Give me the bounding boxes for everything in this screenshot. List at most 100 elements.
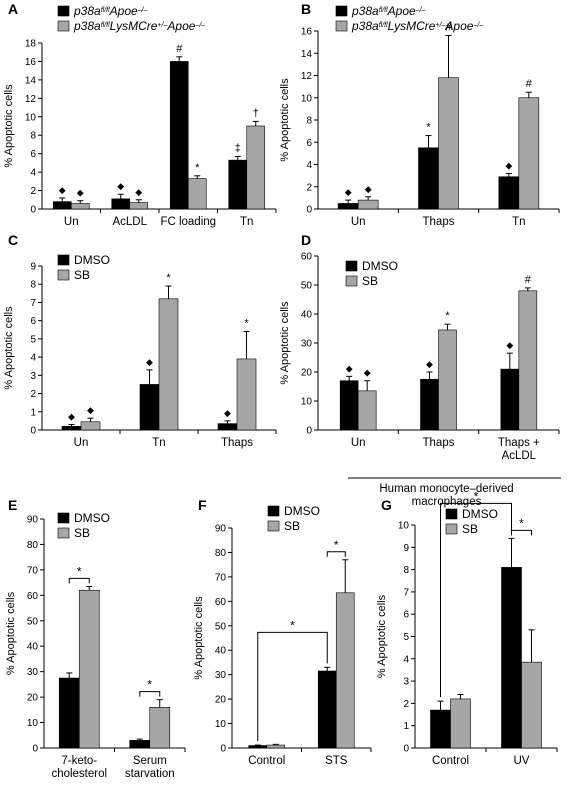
legend-label-1: p38afl/flLysMCre+/–Apoe–/– <box>351 19 483 33</box>
legend-swatch-1 <box>267 520 280 532</box>
y-tick-label: 3 <box>30 371 36 382</box>
significance-mark: ◆ <box>87 405 94 415</box>
legend-text-part: Apoe <box>444 19 473 33</box>
legend-swatch-1 <box>57 269 70 281</box>
bar <box>266 744 286 749</box>
x-tick-label: Thaps <box>221 437 253 449</box>
bar <box>500 368 520 431</box>
bar <box>420 378 439 431</box>
significance-mark: # <box>176 43 183 55</box>
legend-swatch-1 <box>57 527 70 539</box>
bar <box>357 390 377 431</box>
y-tick-label: 70 <box>27 565 39 576</box>
significance-mark: ◆ <box>345 187 352 197</box>
y-axis-label: % Apoptotic cells <box>279 301 291 385</box>
panel-C: C 0 1 2 3 4 5 6 7 8 9 % Apoptotic cells Un Tn Thaps ◆ ◆ ◆… <box>3 232 277 449</box>
y-tick-label: 2 <box>306 182 312 193</box>
legend-text-part: –/– <box>472 22 483 29</box>
legend-label-1: SB <box>462 522 478 536</box>
bar <box>498 176 520 210</box>
y-tick-label: 60 <box>27 591 39 602</box>
y-axis-label: % Apoptotic cells <box>3 84 15 168</box>
legend-swatch-0 <box>57 254 70 266</box>
bar <box>70 203 90 210</box>
legend-label-1: SB <box>284 519 300 533</box>
legend-swatch-0 <box>345 260 358 272</box>
legend-swatch-1 <box>445 523 458 535</box>
y-tick-label: 50 <box>301 281 313 292</box>
bar <box>438 329 457 431</box>
legend-label-0: DMSO <box>362 259 398 273</box>
significance-mark: ◆ <box>426 359 433 369</box>
footnote-text: Human monocyte–derived <box>379 483 513 495</box>
bar <box>430 709 451 749</box>
significance-mark: ◆ <box>68 412 75 422</box>
bar <box>228 159 248 210</box>
y-tick-label: 8 <box>403 565 409 576</box>
legend-label-0: p38afl/flApoe–/– <box>73 4 148 18</box>
legend-swatch-1 <box>57 20 70 32</box>
y-tick-label: 10 <box>215 719 227 730</box>
legend-label-0: DMSO <box>74 253 110 267</box>
significance-mark: * <box>77 564 82 578</box>
x-tick-label: Thaps + <box>498 437 540 449</box>
bar <box>187 178 207 210</box>
bar <box>337 203 359 210</box>
bar <box>78 589 100 749</box>
legend-swatch-0 <box>57 5 70 17</box>
y-tick-label: 60 <box>215 597 227 608</box>
bar <box>438 77 459 210</box>
x-tick-label: UV <box>514 755 530 767</box>
significance-mark: ◆ <box>59 185 66 195</box>
y-tick-label: 70 <box>215 572 227 583</box>
bar <box>450 698 471 749</box>
y-tick-label: 10 <box>25 112 37 123</box>
significance-mark: ◆ <box>346 363 353 373</box>
y-tick-label: 10 <box>301 397 313 408</box>
y-tick-label: 2 <box>403 699 409 710</box>
legend-text-part: –/– <box>194 22 205 29</box>
bar <box>518 97 540 210</box>
significance-mark: ◆ <box>146 357 153 367</box>
y-tick-label: 80 <box>215 548 227 559</box>
bar <box>58 677 80 749</box>
y-tick-label: 20 <box>301 368 313 379</box>
significance-mark: * <box>166 272 171 284</box>
y-tick-label: 6 <box>30 316 36 327</box>
y-tick-label: 0 <box>220 744 226 755</box>
y-tick-label: 10 <box>27 718 39 729</box>
significance-mark: * <box>195 162 200 174</box>
panel-label: B <box>301 1 311 17</box>
panel-G: G 0 1 2 3 4 5 6 7 8 9 10 % Apoptotic cells Control UV *… <box>376 489 558 767</box>
legend-label-1: p38afl/flLysMCre+/–Apoe–/– <box>73 19 205 33</box>
bar <box>339 380 359 431</box>
y-tick-label: 3 <box>403 677 409 688</box>
y-tick-label: 1 <box>30 407 36 418</box>
panel-label: A <box>8 1 18 17</box>
bar <box>236 358 257 431</box>
bar <box>111 198 131 210</box>
y-tick-label: 14 <box>25 75 37 86</box>
panel-F: F 0 10 20 30 40 50 60 70 80 90 % Apoptotic cells Con… <box>193 497 372 767</box>
y-tick-label: 5 <box>403 632 409 643</box>
y-tick-label: 12 <box>25 94 37 105</box>
x-tick-label: 7-keto- <box>61 755 97 767</box>
y-tick-label: 18 <box>25 39 37 50</box>
y-tick-label: 30 <box>27 667 39 678</box>
significance-mark: # <box>525 274 532 286</box>
x-tick-label: Control <box>248 755 285 767</box>
x-tick-label: Control <box>432 755 469 767</box>
y-tick-label: 7 <box>30 298 36 309</box>
x-tick-label: Thaps <box>423 216 455 228</box>
significance-mark: † <box>253 107 259 119</box>
y-tick-label: 0 <box>306 426 312 437</box>
significance-bracket <box>440 502 512 698</box>
significance-mark: * <box>474 489 479 503</box>
bar <box>357 199 379 210</box>
significance-mark: * <box>426 122 431 134</box>
y-tick-label: 16 <box>301 27 313 38</box>
bar <box>61 426 82 431</box>
y-tick-label: 2 <box>30 186 36 197</box>
x-tick-label: Serum <box>133 755 167 767</box>
legend-text-part: p38a <box>351 4 379 18</box>
